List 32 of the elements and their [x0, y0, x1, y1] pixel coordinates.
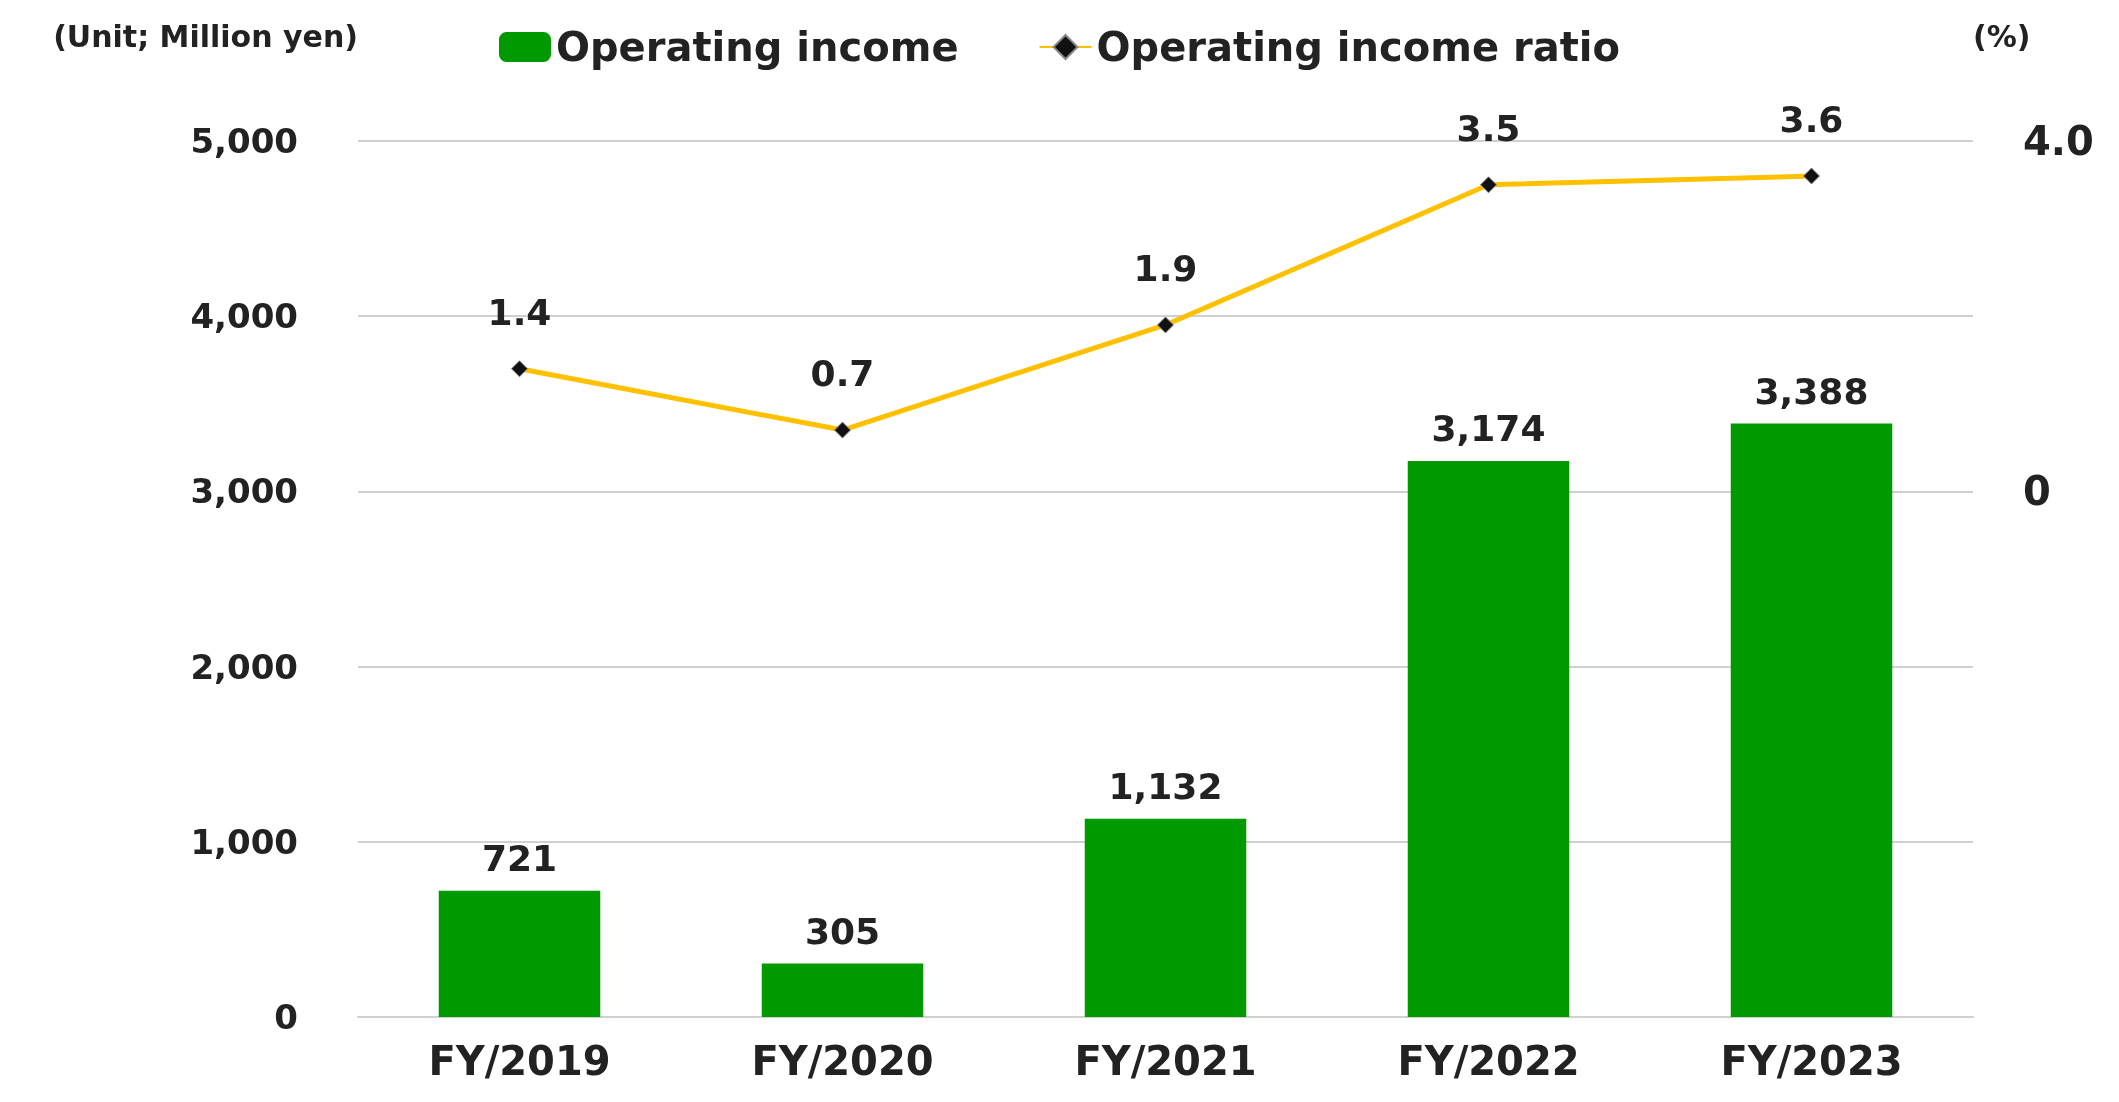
data-label: 3.5 [1456, 107, 1521, 149]
data-label: 1.4 [487, 291, 552, 333]
data-label: 1,132 [1108, 766, 1223, 808]
data-label: 305 [804, 911, 881, 953]
bar [761, 963, 924, 1017]
data-label: 1.9 [1133, 247, 1198, 289]
y-tick-label: 1,000 [190, 821, 298, 862]
x-tick-label: FY/2021 [1074, 1038, 1257, 1084]
x-tick-label: FY/2023 [1720, 1038, 1903, 1084]
bar [1084, 818, 1247, 1017]
data-label: 721 [481, 838, 558, 880]
legend-label: Operating income [555, 24, 959, 70]
data-label: 3.6 [1779, 99, 1844, 141]
y-tick-label: 3,000 [190, 471, 298, 512]
data-label: 3,388 [1754, 370, 1869, 412]
x-tick-label: FY/2020 [751, 1038, 934, 1084]
y2-tick-label: 0 [2023, 468, 2051, 515]
data-label: 3,174 [1431, 408, 1546, 450]
y-tick-label: 0 [274, 997, 298, 1037]
y-tick-label: 5,000 [190, 121, 298, 161]
bar [1730, 423, 1893, 1017]
x-tick-label: FY/2022 [1397, 1038, 1580, 1084]
y2-axis-title: (%) [1973, 18, 2031, 54]
y-tick-label: 2,000 [190, 646, 298, 687]
y-tick-label: 4,000 [190, 296, 298, 337]
bar [1407, 460, 1570, 1017]
x-tick-label: FY/2019 [428, 1038, 611, 1084]
legend-label: Operating income ratio [1096, 24, 1621, 70]
data-label: 0.7 [810, 353, 875, 395]
y2-tick-label: 4.0 [2023, 118, 2094, 164]
bar [438, 890, 601, 1017]
y-axis-title: (Unit; Million yen) [53, 18, 358, 54]
